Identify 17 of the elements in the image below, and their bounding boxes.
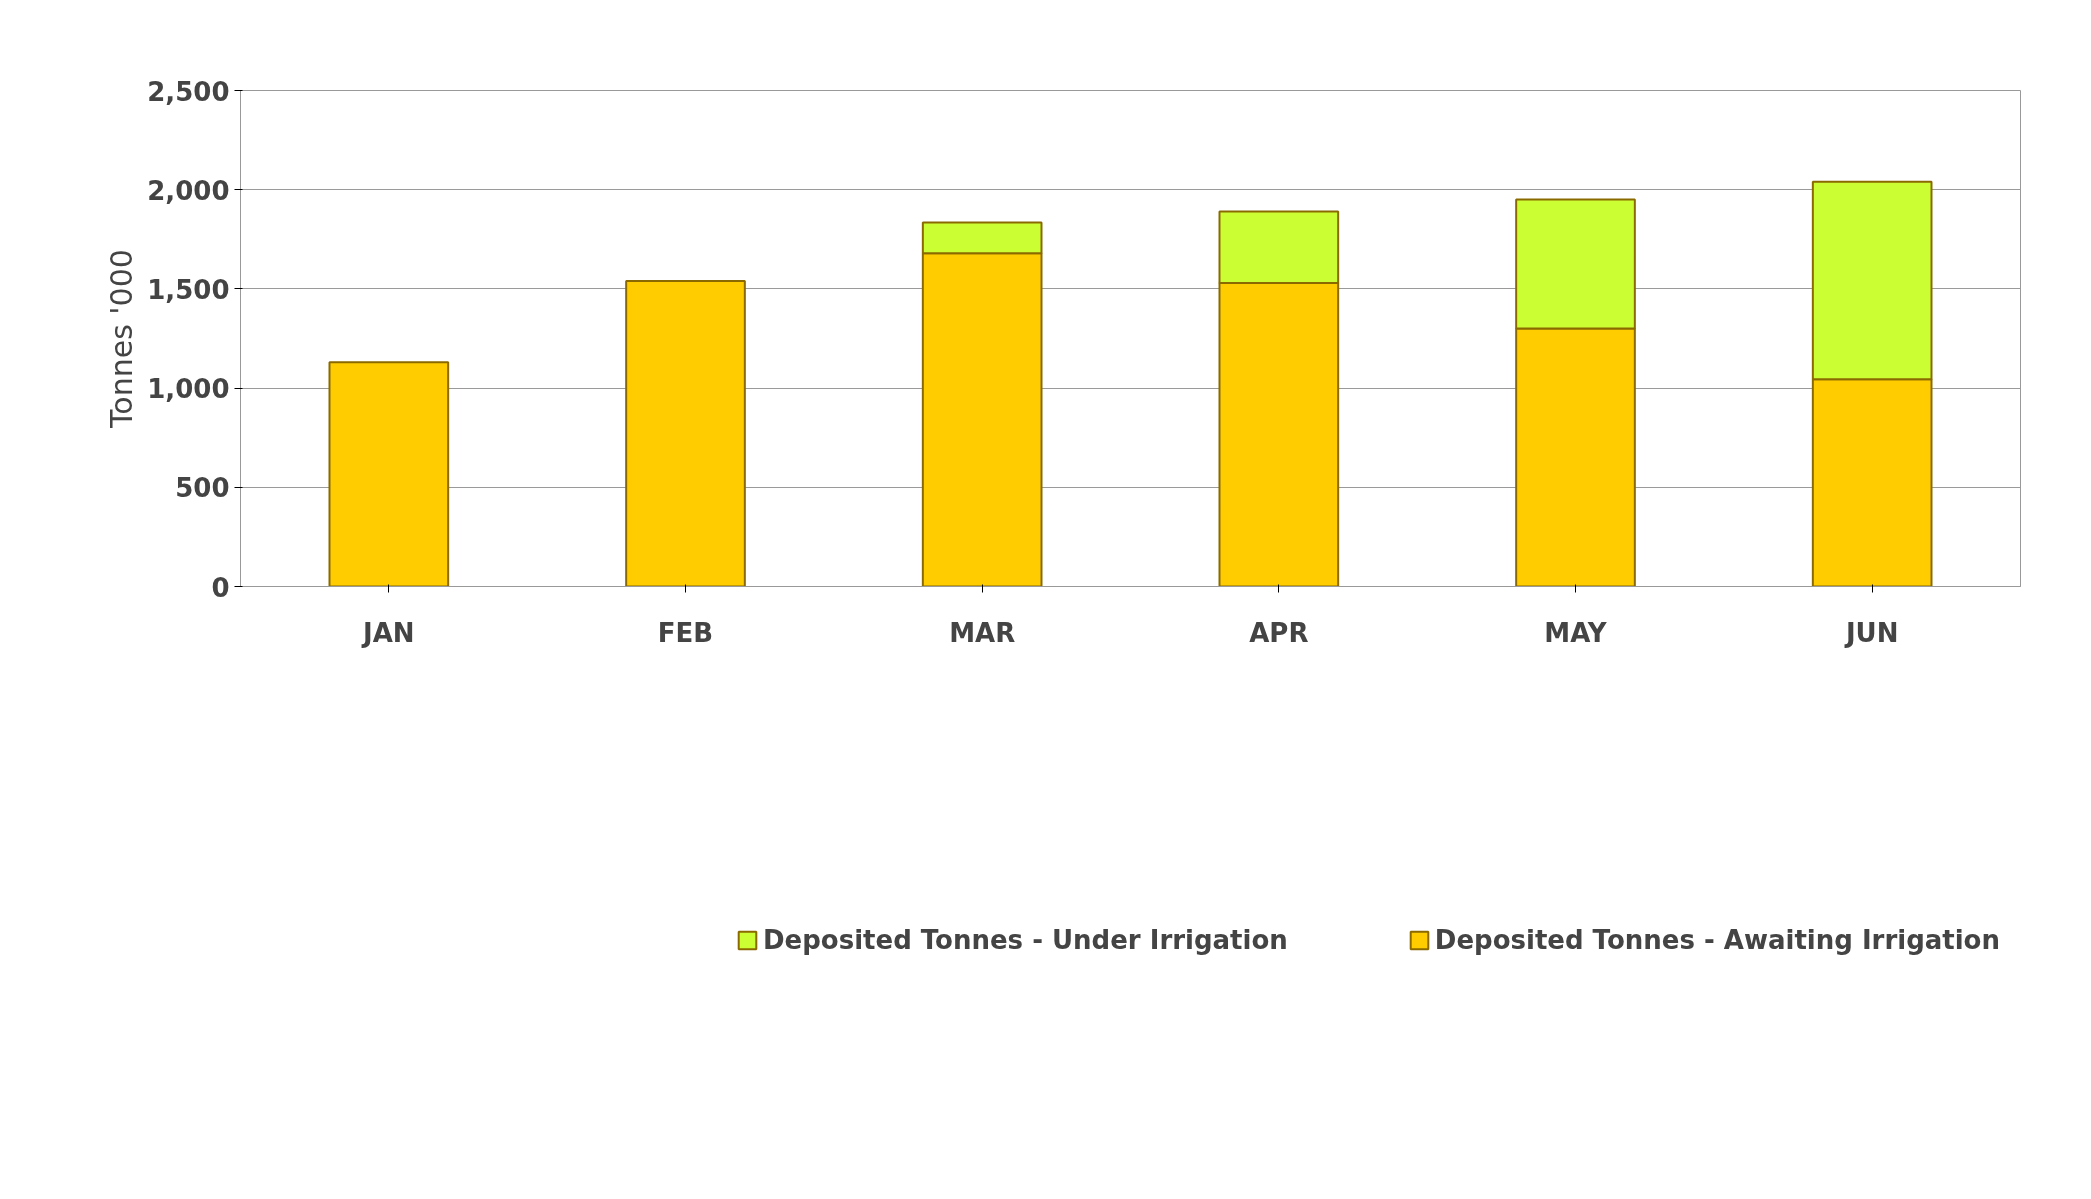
y-axis-title: Tonnes '000 (104, 249, 140, 429)
x-tick-label: FEB (657, 617, 714, 648)
y-tick-label: 2,000 (147, 175, 230, 206)
x-tick-label: JUN (1843, 617, 1899, 648)
y-tick-label: 500 (175, 473, 230, 504)
y-tick-label: 1,500 (147, 274, 230, 305)
x-tick-label: APR (1249, 617, 1309, 648)
x-tick-label: JAN (361, 617, 415, 648)
y-tick-label: 0 (211, 572, 230, 603)
x-tick-label: MAY (1544, 617, 1608, 648)
y-tick-label: 1,000 (147, 374, 230, 405)
legend-label: Deposited Tonnes - Awaiting Irrigation (1434, 925, 2000, 955)
bar (328, 361, 450, 587)
legend-label: Deposited Tonnes - Under Irrigation (763, 925, 1288, 955)
bar (625, 279, 746, 587)
y-tick-label: 2,500 (147, 76, 230, 107)
x-tick-label: MAR (949, 617, 1016, 648)
